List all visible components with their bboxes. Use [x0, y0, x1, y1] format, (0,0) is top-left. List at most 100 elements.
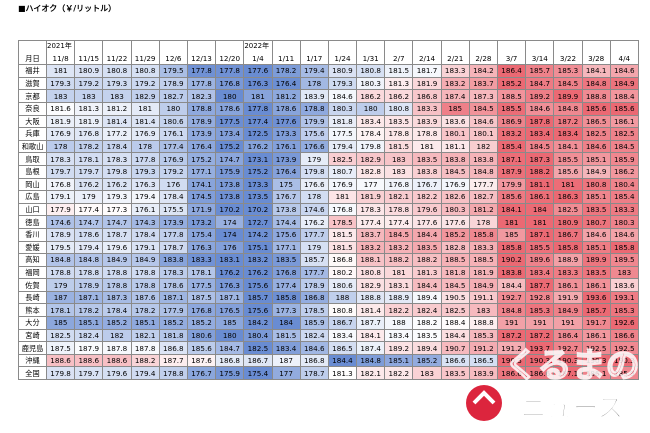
price-cell: 176.8 [186, 303, 217, 318]
price-cell: 180.3 [327, 101, 358, 116]
price-cell: 178 [130, 139, 160, 154]
price-cell: 180 [356, 101, 386, 116]
price-cell: 178.4 [102, 303, 132, 318]
price-cell: 186.4 [496, 64, 527, 78]
year-label [186, 39, 217, 53]
price-cell: 173.8 [215, 190, 245, 204]
price-cell: 177.7 [299, 227, 329, 242]
price-cell: 176.2 [243, 139, 273, 154]
price-cell: 176.8 [271, 265, 301, 280]
price-cell: 187 [45, 290, 76, 305]
price-cell: 183.5 [440, 366, 470, 381]
price-cell: 186.6 [525, 366, 555, 381]
price-cell: 188.2 [384, 253, 414, 267]
price-cell: 177.6 [271, 114, 301, 129]
price-cell: 184.4 [412, 278, 442, 292]
data-row: 熊本 178.1 178.2 178.4 178.2 177.9 176.8 176.5 175… [18, 303, 639, 318]
price-cell: 185.2 [102, 316, 132, 330]
price-cell: 185.3 [553, 64, 583, 78]
price-cell: 182.1 [130, 328, 160, 343]
column-header: 1/4 [243, 52, 273, 66]
price-cell: 177.5 [215, 114, 245, 129]
price-cell: 178.6 [271, 101, 301, 116]
data-row: 鳥取 178.3 178.1 178.3 177.8 176.9 175.2 174.7 173… [18, 152, 639, 166]
price-cell: 188.5 [468, 253, 499, 267]
price-cell: 179.4 [74, 240, 104, 255]
price-cell: 193.6 [581, 290, 611, 305]
price-cell: 188.5 [440, 253, 470, 267]
row-label: 愛媛 [18, 240, 47, 255]
price-cell: 181.9 [74, 114, 104, 129]
price-cell: 172.7 [243, 215, 273, 229]
row-label: 岡山 [18, 177, 47, 192]
price-cell: 174.6 [299, 202, 329, 217]
price-cell: 178.5 [327, 215, 358, 229]
price-cell: 178.8 [158, 366, 188, 381]
price-cell: 186.1 [581, 328, 611, 343]
price-cell: 171.9 [186, 202, 217, 217]
price-cell: 179.7 [74, 164, 104, 179]
price-cell: 178.4 [102, 139, 132, 154]
data-row: 宮崎 182.5 182.4 182 182.1 181.8 180.6 180 180.4 18… [18, 328, 639, 343]
price-cell: 176.9 [327, 177, 358, 192]
price-cell: 183.8 [158, 253, 188, 267]
price-cell: 186.5 [468, 353, 499, 368]
price-cell: 181.8 [158, 328, 188, 343]
title: ■ハイオク（￥/リットル） [18, 4, 117, 13]
price-cell: 178 [299, 190, 329, 204]
price-cell: 181.3 [74, 101, 104, 116]
price-cell: 179.3 [102, 190, 132, 204]
price-cell: 179.3 [102, 76, 132, 91]
price-cell: 183 [609, 265, 639, 280]
price-cell: 183.4 [525, 265, 555, 280]
year-label [384, 39, 414, 53]
price-cell: 178.8 [102, 265, 132, 280]
price-cell: 181 [45, 64, 76, 78]
price-cell: 179.4 [130, 366, 160, 381]
price-cell: 184.1 [356, 328, 386, 343]
price-cell: 176.3 [243, 76, 273, 91]
price-cell: 181.1 [440, 139, 470, 154]
price-cell: 176.2 [102, 177, 132, 192]
price-cell: 175 [271, 177, 301, 192]
price-cell: 187 [271, 353, 301, 368]
price-cell: 180 [215, 89, 245, 103]
price-cell: 184.6 [581, 227, 611, 242]
price-cell: 182.4 [74, 328, 104, 343]
year-label [130, 39, 160, 53]
price-cell: 183.9 [468, 366, 499, 381]
price-cell: 178.9 [158, 76, 188, 91]
price-cell: 186.1 [581, 366, 611, 381]
price-cell: 172.5 [243, 127, 273, 141]
price-cell: 182.8 [356, 164, 386, 179]
logo-arrow [472, 390, 496, 405]
price-cell: 176.7 [186, 366, 217, 381]
column-header: 1/24 [327, 52, 358, 66]
price-cell: 175.9 [215, 366, 245, 381]
price-cell: 178 [468, 215, 499, 229]
price-cell: 180 [158, 101, 188, 116]
price-cell: 176.4 [271, 164, 301, 179]
price-cell: 185.1 [581, 240, 611, 255]
price-cell: 182.7 [158, 89, 188, 103]
price-cell: 186.1 [553, 278, 583, 292]
price-cell: 186.3 [553, 190, 583, 204]
data-row: 香川 178.9 178.6 178.7 178.4 177.8 175.4 174 174.2… [18, 227, 639, 242]
price-cell: 184.5 [384, 227, 414, 242]
price-cell: 184.8 [553, 101, 583, 116]
price-cell: 182.5 [243, 341, 273, 355]
price-cell: 183.7 [468, 76, 499, 91]
price-cell: 185.7 [243, 290, 273, 305]
price-cell: 185.2 [158, 316, 188, 330]
price-cell: 181 [496, 215, 527, 229]
price-cell: 184.5 [440, 278, 470, 292]
price-cell: 173.3 [271, 127, 301, 141]
price-cell: 190.5 [440, 290, 470, 305]
price-cell: 179.8 [299, 164, 329, 179]
price-cell: 181 [327, 190, 358, 204]
price-cell: 188.2 [525, 164, 555, 179]
data-row: 佐賀 179 178.9 178.8 178.8 178.6 177.5 176.3 175.6… [18, 278, 639, 292]
price-cell: 187.7 [356, 316, 386, 330]
price-cell: 183.2 [384, 240, 414, 255]
price-cell: 183.9 [412, 114, 442, 129]
